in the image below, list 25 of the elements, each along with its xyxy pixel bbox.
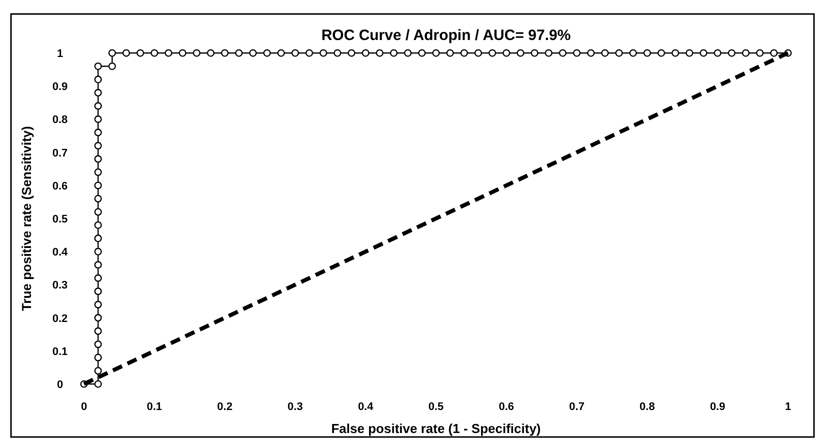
x-tick-label: 0.2 (217, 401, 232, 413)
y-tick-label: 0.3 (52, 280, 68, 292)
y-tick-label: 0.7 (52, 147, 68, 160)
x-tick-label: 0.3 (288, 401, 303, 413)
x-tick-label: 0.1 (146, 401, 162, 413)
x-tick-label: 0.5 (428, 401, 444, 413)
y-tick-label: 0.9 (52, 81, 68, 94)
y-tick-label: 0.4 (52, 246, 69, 259)
x-tick-label: 0.7 (569, 401, 584, 413)
y-tick-label: 0.5 (52, 214, 68, 226)
y-axis-title: True positive rate (Sensitivity) (19, 126, 34, 311)
y-tick-label: 1 (56, 48, 64, 60)
chart-title: ROC Curve / Adropin / AUC= 97.9% (321, 27, 571, 44)
y-tick-label: 0.2 (52, 312, 68, 325)
x-axis-title: False positive rate (1 - Specificity) (331, 421, 541, 436)
y-tick-label: 0 (56, 379, 64, 391)
x-tick-label: 0.6 (498, 401, 514, 413)
y-tick-label: 0.1 (52, 346, 68, 358)
x-tick-label: 0 (80, 401, 88, 413)
x-tick-label: 0.9 (710, 401, 726, 413)
y-tick-label: 0.6 (52, 180, 68, 192)
y-tick-label: 0.8 (52, 114, 68, 126)
x-tick-label: 1 (784, 401, 792, 413)
x-tick-label: 0.8 (640, 401, 655, 413)
x-tick-label: 0.4 (358, 401, 374, 413)
